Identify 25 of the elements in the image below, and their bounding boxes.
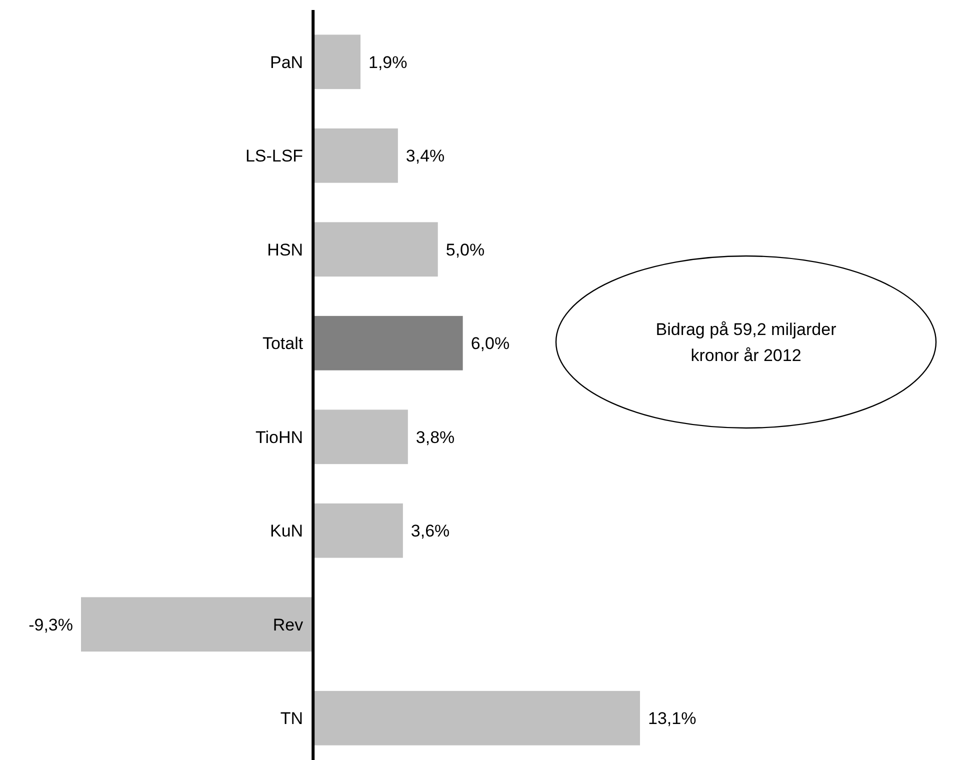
y-tick-label: Rev xyxy=(272,615,304,634)
bar xyxy=(313,34,360,90)
bar xyxy=(81,597,314,652)
y-tick-label: Totalt xyxy=(262,334,304,354)
data-label: 13,1% xyxy=(648,709,696,728)
y-tick-label: HSN xyxy=(267,240,304,260)
y-tick-label: LS-LSF xyxy=(245,146,304,166)
bar xyxy=(313,690,640,746)
data-label: 3,4% xyxy=(406,146,445,166)
y-tick-label: TioHN xyxy=(256,428,304,447)
bar xyxy=(313,128,398,183)
data-label: 6,0% xyxy=(470,334,510,354)
text: Bidrag på 59,2 miljarder kronor år 2012 xyxy=(656,320,837,365)
bar xyxy=(313,222,438,277)
y-tick-label: PaN xyxy=(270,52,304,72)
data-label: 5,0% xyxy=(446,240,485,260)
bar xyxy=(313,410,408,464)
y-tick-label: TN xyxy=(280,709,304,728)
bar xyxy=(313,503,403,558)
data-label: 1,9% xyxy=(368,52,408,72)
data-label: 3,8% xyxy=(416,428,455,447)
bar xyxy=(313,316,463,370)
data-label: 3,6% xyxy=(410,522,450,541)
data-label: -9,3% xyxy=(28,615,73,634)
y-tick-label: KuN xyxy=(270,522,304,541)
